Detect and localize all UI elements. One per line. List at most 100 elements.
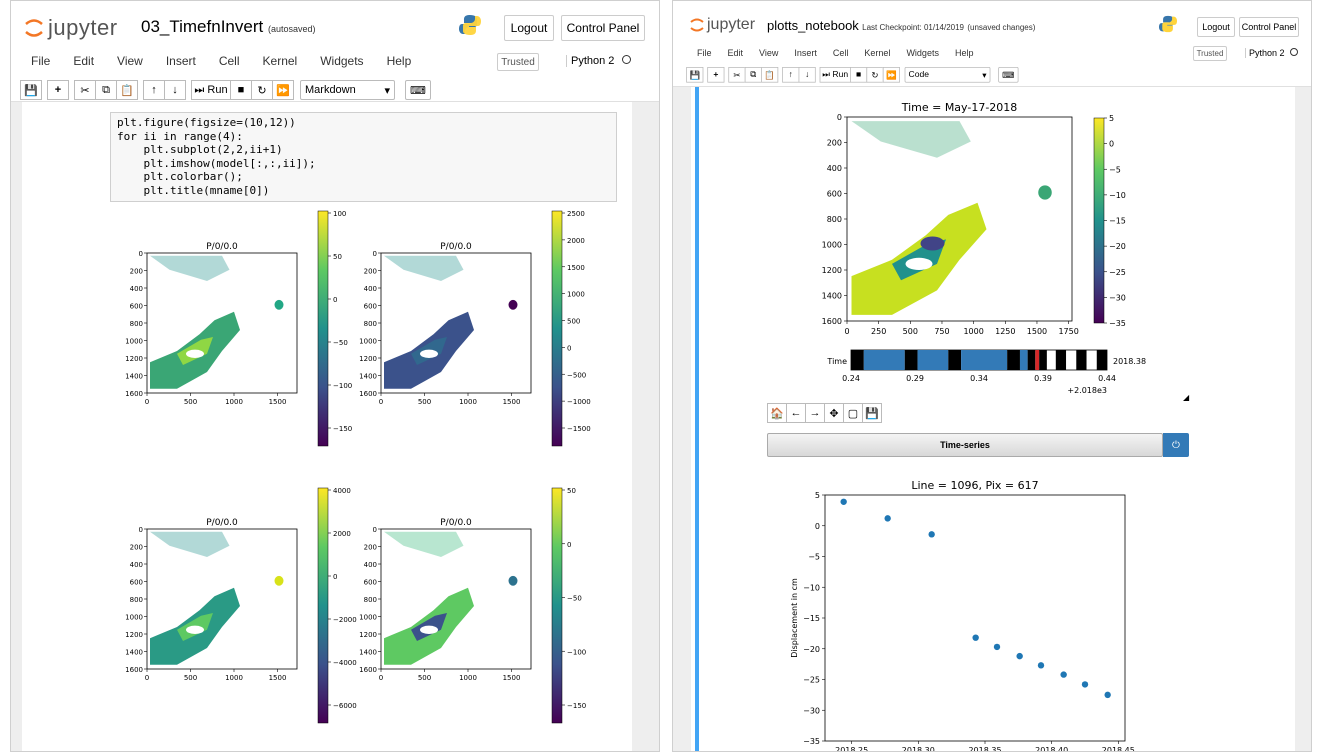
colorbar-tick-label: −15 xyxy=(1109,217,1126,226)
y-tick-label: 0 xyxy=(139,250,143,258)
copy-icon[interactable]: ⧉ xyxy=(95,80,117,100)
menu-widgets[interactable]: Widgets xyxy=(320,54,364,68)
map-hole xyxy=(420,349,438,358)
cut-icon[interactable]: ✂ xyxy=(728,67,746,83)
trusted-indicator[interactable]: Trusted xyxy=(497,53,539,71)
notebook-title[interactable]: plotts_notebook Last Checkpoint: 01/14/2… xyxy=(767,18,1036,33)
kernel-idle-icon xyxy=(622,55,632,64)
notebook-title[interactable]: 03_TimefnInvert (autosaved) xyxy=(141,17,316,36)
stop-icon[interactable]: ■ xyxy=(230,80,252,100)
y-tick-label: 400 xyxy=(827,164,842,173)
menu-cell[interactable]: Cell xyxy=(218,54,240,68)
menu-insert[interactable]: Insert xyxy=(794,48,817,58)
map-region-north xyxy=(384,255,464,281)
code-line: plt.imshow(model[:,:,ii]); xyxy=(117,156,316,170)
pan-icon[interactable]: ✥ xyxy=(824,403,844,423)
menu-help[interactable]: Help xyxy=(954,48,974,58)
menu-edit[interactable]: Edit xyxy=(727,48,744,58)
move-up-icon[interactable]: ↑ xyxy=(782,67,800,83)
cell-type-select[interactable]: Code ▾ xyxy=(904,67,991,83)
paste-icon[interactable]: 📋 xyxy=(761,67,779,83)
move-down-icon[interactable]: ↓ xyxy=(164,80,186,100)
trusted-indicator[interactable]: Trusted xyxy=(1193,46,1227,61)
y-tick-label: −25 xyxy=(803,676,820,685)
cell-type-select[interactable]: Markdown ▾ xyxy=(300,80,395,100)
menu-file[interactable]: File xyxy=(31,54,51,68)
colorbar xyxy=(551,487,563,724)
power-button[interactable]: ⏻ xyxy=(1163,433,1189,457)
slider-segment xyxy=(1007,350,1020,370)
colorbar-tick-label: −150 xyxy=(333,425,352,433)
y-tick-label: 1000 xyxy=(359,338,377,346)
map-subsidence-spot xyxy=(920,236,945,251)
menu-view[interactable]: View xyxy=(117,54,143,68)
menu-insert[interactable]: Insert xyxy=(165,54,196,68)
save-icon[interactable]: 💾 xyxy=(686,67,704,83)
slider-segment xyxy=(961,350,1008,370)
menu-widgets[interactable]: Widgets xyxy=(906,48,939,58)
stop-icon[interactable]: ■ xyxy=(850,67,868,83)
logout-button[interactable]: Logout xyxy=(504,15,554,41)
map-hole xyxy=(420,625,438,634)
colorbar-tick-label: −2000 xyxy=(333,616,357,624)
add-cell-icon[interactable]: + xyxy=(707,67,725,83)
forward-icon[interactable]: → xyxy=(805,403,825,423)
data-point xyxy=(1016,652,1023,660)
y-tick-label: −15 xyxy=(803,614,820,623)
y-tick-label: 0 xyxy=(837,113,842,122)
menu-kernel[interactable]: Kernel xyxy=(864,48,891,58)
move-down-icon[interactable]: ↓ xyxy=(798,67,816,83)
save-figure-icon[interactable]: 💾 xyxy=(862,403,882,423)
menu-kernel[interactable]: Kernel xyxy=(262,54,298,68)
add-cell-icon[interactable]: + xyxy=(47,80,69,100)
y-tick-label: 1400 xyxy=(822,292,842,301)
y-tick-label: 800 xyxy=(827,215,842,224)
x-tick-label: 750 xyxy=(934,327,949,336)
menu-view[interactable]: View xyxy=(759,48,779,58)
y-tick-label: 1600 xyxy=(125,390,143,398)
power-icon: ⏻ xyxy=(1172,439,1180,451)
menu-help[interactable]: Help xyxy=(386,54,412,68)
kernel-idle-icon xyxy=(1290,48,1299,56)
fast-forward-icon[interactable]: ⏩ xyxy=(272,80,294,100)
restart-icon[interactable]: ↻ xyxy=(251,80,273,100)
jupyter-logo[interactable]: jupyter xyxy=(689,16,755,34)
zoom-rect-icon[interactable]: ▢ xyxy=(843,403,863,423)
colorbar xyxy=(551,210,563,447)
restart-icon[interactable]: ↻ xyxy=(866,67,884,83)
run-button[interactable]: ⏭ Run xyxy=(819,67,851,83)
home-icon[interactable]: 🏠 xyxy=(767,403,787,423)
menu-cell[interactable]: Cell xyxy=(832,48,849,58)
y-tick-label: 5 xyxy=(815,491,820,500)
y-tick-label: −10 xyxy=(803,583,820,592)
control-panel-button[interactable]: Control Panel xyxy=(1239,17,1299,37)
python-logo-icon xyxy=(1159,15,1177,38)
run-button[interactable]: ⏭ Run xyxy=(191,80,231,100)
logout-button[interactable]: Logout xyxy=(1197,17,1235,37)
colorbar-tick-label: 0 xyxy=(567,541,571,549)
keyboard-icon[interactable]: ⌨ xyxy=(405,80,431,100)
menu-file[interactable]: File xyxy=(697,48,712,58)
x-tick-label: 500 xyxy=(418,398,431,406)
fast-forward-icon[interactable]: ⏩ xyxy=(882,67,900,83)
jupyter-logo[interactable]: jupyter xyxy=(23,15,118,41)
back-icon[interactable]: ← xyxy=(786,403,806,423)
move-up-icon[interactable]: ↑ xyxy=(143,80,165,100)
cut-icon[interactable]: ✂ xyxy=(74,80,96,100)
chevron-down-icon: ▾ xyxy=(982,70,987,80)
slider-segment xyxy=(1027,350,1036,370)
timeseries-button[interactable]: Time-series xyxy=(767,433,1163,457)
paste-icon[interactable]: 📋 xyxy=(116,80,138,100)
data-point xyxy=(884,515,891,522)
colorbar-tick-label: −50 xyxy=(567,595,582,603)
x-tick-label: 2018.40 xyxy=(1035,746,1068,752)
control-panel-button[interactable]: Control Panel xyxy=(561,15,645,41)
save-icon[interactable]: 💾 xyxy=(20,80,42,100)
copy-icon[interactable]: ⧉ xyxy=(744,67,762,83)
x-tick-label: 1250 xyxy=(995,327,1015,336)
code-cell[interactable]: plt.figure(figsize=(10,12)) for ii in ran… xyxy=(110,112,617,202)
keyboard-icon[interactable]: ⌨ xyxy=(998,67,1019,83)
slider-segment xyxy=(1076,350,1087,370)
menu-edit[interactable]: Edit xyxy=(73,54,95,68)
